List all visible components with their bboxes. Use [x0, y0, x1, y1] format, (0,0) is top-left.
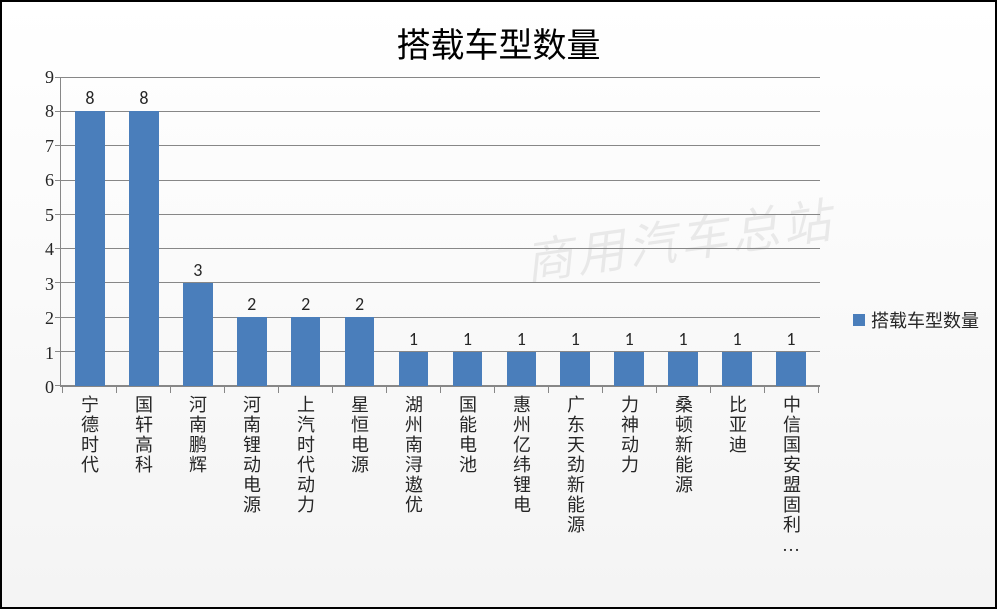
bar-wrap: 8 [117, 77, 171, 386]
x-axis-label: 国能电池 [440, 387, 494, 557]
bar-wrap: 2 [279, 77, 333, 386]
legend-label: 搭载车型数量 [871, 307, 979, 333]
bar-wrap: 1 [764, 77, 818, 386]
x-axis-label: 宁德时代 [62, 387, 116, 557]
bar-value-label: 2 [247, 293, 256, 315]
bar [291, 317, 321, 386]
bar-value-label: 1 [409, 328, 418, 350]
legend: 搭载车型数量 [853, 307, 979, 333]
chart-title: 搭载车型数量 [10, 18, 987, 67]
x-axis-label: 力神动力 [602, 387, 656, 557]
bar [668, 352, 698, 386]
x-axis-label: 国轩高科 [116, 387, 170, 557]
bar [237, 317, 267, 386]
bar-wrap: 1 [440, 77, 494, 386]
bar-value-label: 1 [679, 328, 688, 350]
bar-wrap: 1 [494, 77, 548, 386]
x-axis-label: 河南锂动电源 [224, 387, 278, 557]
x-axis-label: 惠州亿纬锂电 [494, 387, 548, 557]
x-axis-label: 星恒电源 [332, 387, 386, 557]
bar-value-label: 2 [301, 293, 310, 315]
x-labels-row: 宁德时代国轩高科河南鹏辉河南锂动电源上汽时代动力星恒电源湖州南浔遨优国能电池惠州… [10, 387, 987, 557]
bar-wrap: 8 [63, 77, 117, 386]
bar-value-label: 1 [732, 328, 741, 350]
bar-wrap: 3 [171, 77, 225, 386]
plot-area: 8 8 3 2 2 2 1 1 1 1 1 1 1 1 [60, 77, 820, 387]
bar-value-label: 1 [571, 328, 580, 350]
bar [183, 283, 213, 386]
bar-value-label: 1 [625, 328, 634, 350]
bar [75, 111, 105, 386]
bar [453, 352, 483, 386]
x-axis-label: 桑顿新能源 [656, 387, 710, 557]
chart-container: 商用汽车总站 搭载车型数量 0123456789 88322211111111 … [0, 0, 997, 609]
x-axis-label: 上汽时代动力 [278, 387, 332, 557]
bar-value-label: 8 [139, 87, 148, 109]
bar-value-label: 1 [463, 328, 472, 350]
bar-value-label: 2 [355, 293, 364, 315]
x-axis-label: 湖州南浔遨优 [386, 387, 440, 557]
bar-value-label: 8 [85, 87, 94, 109]
x-axis-label: 中信国安盟固利… [764, 387, 818, 557]
bar [776, 352, 806, 386]
plot-row: 0123456789 88322211111111 [10, 77, 987, 387]
bar-wrap: 1 [710, 77, 764, 386]
bar [722, 352, 752, 386]
bar-wrap: 2 [333, 77, 387, 386]
bar-wrap: 1 [387, 77, 441, 386]
bar [399, 352, 429, 386]
bar-value-label: 3 [193, 259, 202, 281]
x-axis-label: 比亚迪 [710, 387, 764, 557]
bar-wrap: 1 [602, 77, 656, 386]
bar-value-label: 1 [786, 328, 795, 350]
bar-wrap: 1 [656, 77, 710, 386]
bar [507, 352, 537, 386]
bars-group: 8 8 3 2 2 2 1 1 1 1 1 1 1 1 [61, 77, 820, 386]
x-axis-label: 广东天劲新能源 [548, 387, 602, 557]
bar [560, 352, 590, 386]
bar-value-label: 1 [517, 328, 526, 350]
x-axis-label: 河南鹏辉 [170, 387, 224, 557]
bar-wrap: 1 [548, 77, 602, 386]
bar [129, 111, 159, 386]
x-axis: 宁德时代国轩高科河南鹏辉河南锂动电源上汽时代动力星恒电源湖州南浔遨优国能电池惠州… [60, 387, 820, 557]
bar [614, 352, 644, 386]
bar-wrap: 2 [225, 77, 279, 386]
legend-swatch [853, 314, 865, 326]
bar [345, 317, 375, 386]
